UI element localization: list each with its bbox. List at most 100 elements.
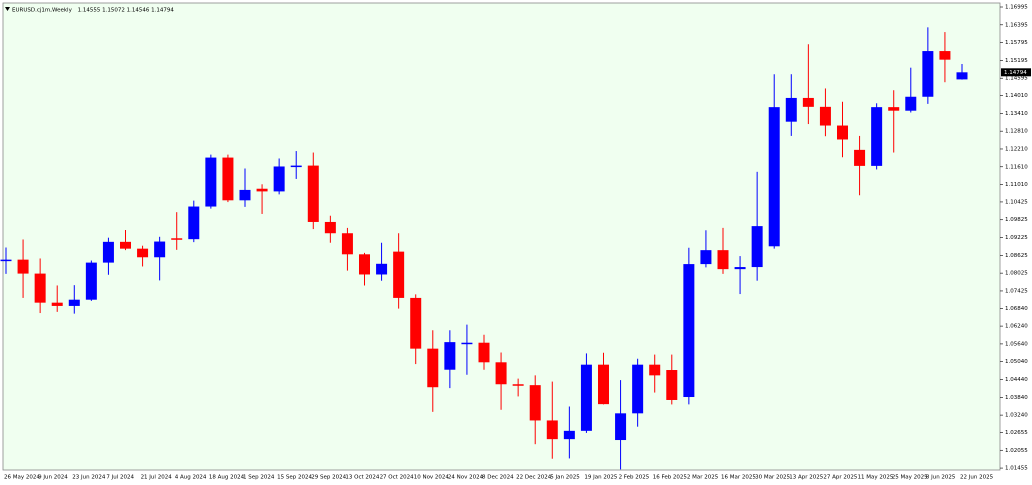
y-tick-label: 1.02655 — [1005, 430, 1028, 436]
candle-body — [700, 250, 712, 265]
x-tick-label: 19 Jan 2025 — [584, 475, 617, 481]
candle-body — [341, 233, 353, 255]
candle-body — [819, 106, 831, 126]
y-tick-label: 1.03240 — [1005, 413, 1028, 419]
candle-body — [495, 362, 507, 385]
x-tick-label: 29 Sep 2024 — [311, 475, 346, 481]
y-tick-label: 1.13410 — [1005, 111, 1028, 117]
y-tick-label: 1.11610 — [1005, 164, 1028, 170]
candle-body — [17, 259, 29, 274]
y-tick-label: 1.12810 — [1005, 129, 1028, 135]
y-tick-label: 1.14595 — [1005, 76, 1028, 82]
candle-body — [683, 264, 695, 398]
candle-body — [51, 302, 63, 306]
candle-body — [34, 273, 46, 303]
y-tick-label: 1.04440 — [1005, 377, 1028, 383]
y-tick-label: 1.16395 — [1005, 22, 1028, 28]
x-tick-label: 2 Mar 2025 — [687, 475, 719, 481]
candle-body — [222, 157, 234, 201]
x-tick-label: 16 Mar 2025 — [721, 475, 756, 481]
candle-body — [615, 413, 627, 441]
candle-body — [854, 149, 866, 166]
candle-body — [871, 107, 883, 166]
candle-body — [632, 364, 644, 414]
y-tick-label: 1.11010 — [1005, 182, 1028, 188]
candle-body — [563, 430, 575, 440]
chart-title: EURUSD.cj1m,Weekly 1.14555 1.15072 1.145… — [12, 7, 174, 13]
x-tick-label: 15 Sep 2024 — [277, 475, 312, 481]
candle-body — [598, 364, 609, 405]
candle-body — [649, 364, 661, 376]
x-tick-label: 4 Aug 2024 — [175, 475, 207, 481]
candle-body — [802, 97, 814, 107]
y-tick-label: 1.06840 — [1005, 306, 1028, 312]
candle-body — [734, 267, 746, 270]
candle-body — [939, 51, 951, 60]
y-tick-label: 1.15195 — [1005, 58, 1028, 64]
x-tick-label: 13 Apr 2025 — [789, 475, 824, 481]
x-tick-label: 22 Dec 2024 — [516, 475, 552, 481]
y-tick-label: 1.05640 — [1005, 341, 1028, 347]
x-tick-label: 8 Jun 2025 — [926, 475, 956, 481]
x-tick-label: 23 Jun 2024 — [72, 475, 106, 481]
y-tick-label: 1.06240 — [1005, 324, 1028, 330]
candle-body — [324, 221, 336, 234]
x-tick-label: 30 Mar 2025 — [755, 475, 790, 481]
candle-body — [461, 342, 473, 345]
last-close: 1.14794 — [151, 7, 174, 13]
y-tick-label: 1.08025 — [1005, 271, 1028, 277]
x-tick-label: 13 Oct 2024 — [345, 475, 380, 481]
candle-body — [905, 96, 917, 111]
x-tick-label: 1 Sep 2024 — [243, 475, 275, 481]
candle-body — [444, 342, 456, 370]
y-tick-label: 1.12210 — [1005, 146, 1028, 152]
candle-body — [512, 384, 524, 386]
x-tick-label: 8 Dec 2024 — [482, 475, 514, 481]
candle-body — [393, 251, 405, 298]
candle-body — [410, 297, 422, 349]
candle-body — [0, 259, 12, 262]
y-tick-label: 1.03840 — [1005, 395, 1028, 401]
candle-body — [427, 348, 439, 388]
candle-body — [273, 166, 285, 192]
candle-body — [546, 420, 558, 440]
candle-body — [239, 189, 251, 201]
symbol: EURUSD.cj1m,Weekly — [12, 7, 73, 13]
candle-body — [837, 125, 848, 140]
y-tick-label: 1.14010 — [1005, 93, 1028, 99]
candle-body — [717, 250, 729, 270]
menu-triangle — [5, 7, 10, 11]
x-tick-label: 22 Jun 2025 — [960, 475, 994, 481]
current-price-box — [1001, 68, 1031, 77]
candle-body — [529, 385, 541, 421]
candle-body — [68, 299, 80, 306]
y-tick-label: 1.01455 — [1005, 466, 1028, 472]
candle-body — [290, 165, 302, 168]
candle-body — [171, 238, 183, 240]
candle-body — [580, 364, 592, 431]
y-tick-label: 1.10425 — [1005, 199, 1028, 205]
y-tick-label: 1.07425 — [1005, 288, 1028, 294]
x-tick-label: 16 Feb 2025 — [653, 475, 688, 481]
candle-body — [751, 226, 763, 268]
last-high: 1.15072 — [102, 7, 125, 13]
y-tick-label: 1.09825 — [1005, 217, 1028, 223]
current-price-label: 1.14794 — [1004, 70, 1027, 76]
y-tick-label: 1.09225 — [1005, 235, 1028, 241]
x-tick-label: 27 Oct 2024 — [380, 475, 415, 481]
candle-body — [307, 165, 319, 222]
candle-body — [768, 107, 780, 247]
candle-body — [922, 51, 934, 97]
x-tick-label: 11 May 2025 — [858, 475, 894, 481]
candle-body — [956, 72, 968, 80]
candle-body — [188, 206, 200, 240]
candle-body — [256, 188, 268, 192]
candle-body — [205, 157, 217, 207]
candle-body — [888, 107, 900, 111]
candle-body — [376, 263, 388, 275]
y-tick-label: 1.05040 — [1005, 359, 1028, 365]
candle-body — [785, 97, 797, 122]
last-open: 1.14555 — [78, 7, 101, 13]
